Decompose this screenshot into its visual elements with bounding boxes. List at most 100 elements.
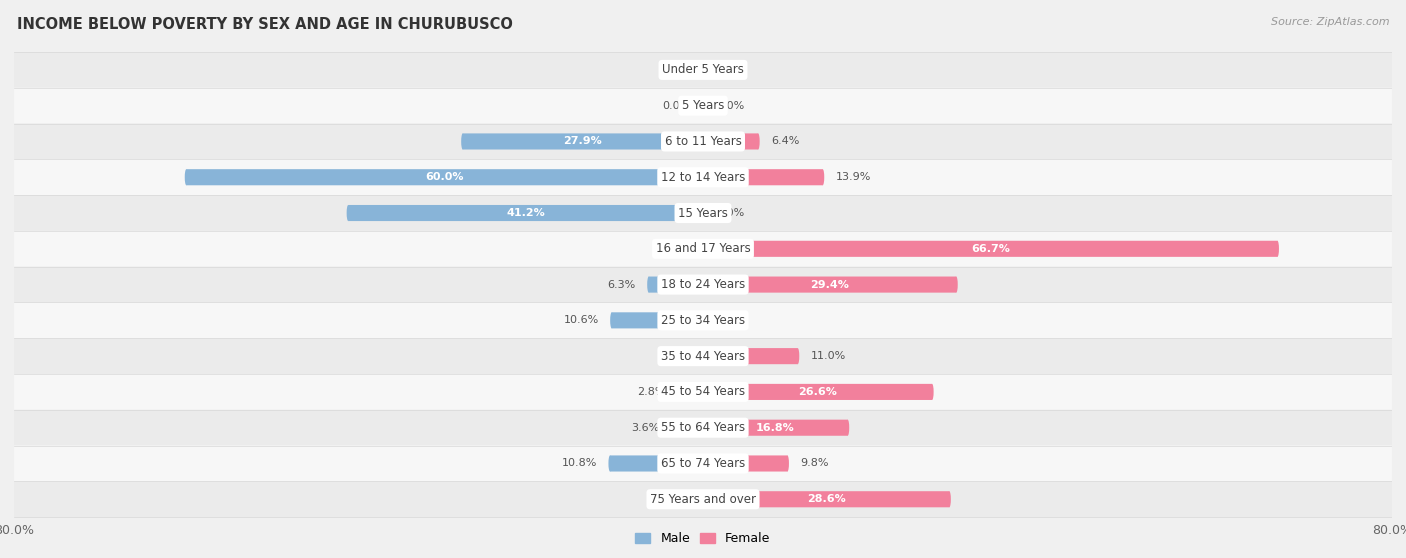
Text: 16.8%: 16.8% (756, 423, 794, 432)
Text: 26.6%: 26.6% (799, 387, 837, 397)
Text: 3.6%: 3.6% (631, 423, 659, 432)
Text: 25 to 34 Years: 25 to 34 Years (661, 314, 745, 327)
Ellipse shape (347, 205, 350, 221)
Text: 0.0%: 0.0% (662, 100, 690, 110)
FancyBboxPatch shape (186, 169, 703, 185)
Ellipse shape (609, 455, 612, 472)
Ellipse shape (702, 420, 704, 436)
Text: 12 to 14 Years: 12 to 14 Years (661, 171, 745, 184)
FancyBboxPatch shape (612, 312, 703, 329)
Text: 16 and 17 Years: 16 and 17 Years (655, 242, 751, 256)
Ellipse shape (702, 133, 704, 150)
Ellipse shape (756, 133, 759, 150)
Ellipse shape (955, 277, 957, 292)
Ellipse shape (786, 455, 789, 472)
Ellipse shape (702, 240, 704, 257)
FancyBboxPatch shape (703, 384, 932, 400)
FancyBboxPatch shape (14, 123, 1392, 160)
Ellipse shape (184, 169, 188, 185)
Text: 5 Years: 5 Years (682, 99, 724, 112)
FancyBboxPatch shape (463, 133, 703, 150)
Ellipse shape (702, 277, 704, 292)
Legend: Male, Female: Male, Female (630, 527, 776, 550)
FancyBboxPatch shape (703, 133, 758, 150)
Ellipse shape (846, 420, 849, 436)
Text: 13.9%: 13.9% (835, 172, 870, 182)
Text: 0.0%: 0.0% (716, 65, 744, 75)
FancyBboxPatch shape (14, 195, 1392, 231)
Text: 9.8%: 9.8% (800, 459, 828, 469)
Text: 18 to 24 Years: 18 to 24 Years (661, 278, 745, 291)
Ellipse shape (702, 384, 704, 400)
Text: INCOME BELOW POVERTY BY SEX AND AGE IN CHURUBUSCO: INCOME BELOW POVERTY BY SEX AND AGE IN C… (17, 17, 513, 32)
Text: 28.6%: 28.6% (807, 494, 845, 504)
FancyBboxPatch shape (14, 88, 1392, 123)
Ellipse shape (702, 169, 704, 185)
Ellipse shape (702, 491, 704, 507)
FancyBboxPatch shape (14, 231, 1392, 267)
FancyBboxPatch shape (14, 52, 1392, 88)
Text: 65 to 74 Years: 65 to 74 Years (661, 457, 745, 470)
Ellipse shape (702, 133, 704, 150)
Ellipse shape (461, 133, 464, 150)
Ellipse shape (702, 455, 704, 472)
FancyBboxPatch shape (703, 277, 956, 292)
FancyBboxPatch shape (14, 302, 1392, 338)
FancyBboxPatch shape (703, 491, 949, 507)
Ellipse shape (678, 384, 681, 400)
FancyBboxPatch shape (610, 455, 703, 472)
Text: 11.0%: 11.0% (811, 351, 846, 361)
Text: 6.3%: 6.3% (607, 280, 636, 290)
Ellipse shape (671, 420, 673, 436)
FancyBboxPatch shape (349, 205, 703, 221)
Text: 0.0%: 0.0% (662, 351, 690, 361)
FancyBboxPatch shape (14, 410, 1392, 446)
FancyBboxPatch shape (679, 384, 703, 400)
FancyBboxPatch shape (14, 160, 1392, 195)
Text: 75 Years and over: 75 Years and over (650, 493, 756, 506)
FancyBboxPatch shape (14, 446, 1392, 482)
FancyBboxPatch shape (703, 169, 823, 185)
Text: 41.2%: 41.2% (506, 208, 546, 218)
FancyBboxPatch shape (703, 420, 848, 436)
Text: Source: ZipAtlas.com: Source: ZipAtlas.com (1271, 17, 1389, 27)
Ellipse shape (702, 384, 704, 400)
FancyBboxPatch shape (648, 277, 703, 292)
FancyBboxPatch shape (14, 482, 1392, 517)
Ellipse shape (821, 169, 824, 185)
Ellipse shape (1275, 240, 1279, 257)
Text: 0.0%: 0.0% (662, 494, 690, 504)
Ellipse shape (702, 169, 704, 185)
Text: 45 to 54 Years: 45 to 54 Years (661, 386, 745, 398)
FancyBboxPatch shape (14, 374, 1392, 410)
FancyBboxPatch shape (14, 267, 1392, 302)
Text: 0.0%: 0.0% (662, 65, 690, 75)
Text: 0.0%: 0.0% (716, 100, 744, 110)
FancyBboxPatch shape (703, 455, 787, 472)
Ellipse shape (702, 277, 704, 292)
Text: 29.4%: 29.4% (810, 280, 849, 290)
Ellipse shape (796, 348, 799, 364)
Text: 0.0%: 0.0% (662, 244, 690, 254)
Text: 55 to 64 Years: 55 to 64 Years (661, 421, 745, 434)
Text: 10.8%: 10.8% (562, 459, 598, 469)
Text: 10.6%: 10.6% (564, 315, 599, 325)
Text: 60.0%: 60.0% (426, 172, 464, 182)
Text: 6 to 11 Years: 6 to 11 Years (665, 135, 741, 148)
Ellipse shape (702, 312, 704, 329)
Text: 35 to 44 Years: 35 to 44 Years (661, 350, 745, 363)
Ellipse shape (610, 312, 613, 329)
FancyBboxPatch shape (14, 338, 1392, 374)
Text: 0.0%: 0.0% (716, 208, 744, 218)
Text: 27.9%: 27.9% (564, 137, 602, 146)
Ellipse shape (702, 455, 704, 472)
Ellipse shape (931, 384, 934, 400)
Text: 6.4%: 6.4% (770, 137, 800, 146)
FancyBboxPatch shape (703, 348, 797, 364)
Text: 66.7%: 66.7% (970, 244, 1010, 254)
Text: 15 Years: 15 Years (678, 206, 728, 219)
Ellipse shape (647, 277, 651, 292)
Text: 2.8%: 2.8% (637, 387, 666, 397)
Ellipse shape (702, 348, 704, 364)
Ellipse shape (702, 420, 704, 436)
